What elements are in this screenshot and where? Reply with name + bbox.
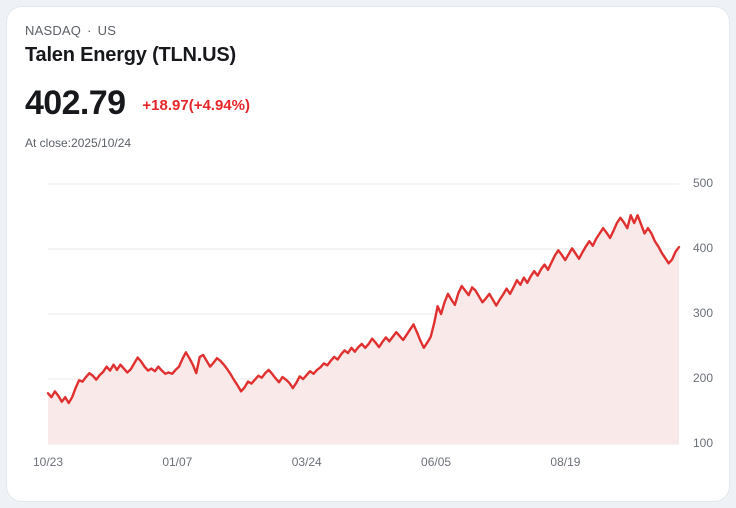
quote-header: NASDAQ · US Talen Energy (TLN.US) 402.79 +…	[25, 23, 711, 151]
y-axis-tick-label: 400	[693, 241, 713, 255]
x-axis-tick-label: 10/23	[33, 455, 63, 469]
y-axis-tick-label: 300	[693, 306, 713, 320]
x-axis-tick-label: 01/07	[162, 455, 192, 469]
price-area-fill	[48, 215, 679, 444]
at-close-timestamp: At close:2025/10/24	[25, 136, 132, 150]
price-chart[interactable]: 100 200 300 400 500 10/23 01/07 03/24 06/05 08/19	[7, 167, 730, 487]
y-axis-tick-label: 200	[693, 371, 713, 385]
price-row: 402.79 +18.97(+4.94%)	[25, 82, 711, 122]
stock-quote-card: NASDAQ · US Talen Energy (TLN.US) 402.79 +…	[6, 6, 730, 502]
price-line	[46, 214, 681, 405]
x-axis-tick-label: 06/05	[421, 455, 451, 469]
y-axis-tick-label: 100	[693, 436, 713, 450]
x-axis-tick-label: 08/19	[550, 455, 580, 469]
current-price: 402.79	[25, 84, 126, 122]
exchange-label: NASDAQ	[25, 23, 82, 38]
y-axis-tick-label: 500	[693, 176, 713, 190]
separator-dot: ·	[87, 23, 92, 38]
x-axis-tick-label: 03/24	[292, 455, 322, 469]
page-title: Talen Energy (TLN.US)	[25, 44, 237, 66]
price-chart-svg[interactable]: 100 200 300 400 500 10/23 01/07 03/24 06/05 08/19	[7, 167, 730, 487]
exchange-region-row: NASDAQ · US	[25, 23, 711, 39]
price-change: +18.97(+4.94%)	[142, 97, 250, 114]
region-label: US	[97, 23, 117, 38]
